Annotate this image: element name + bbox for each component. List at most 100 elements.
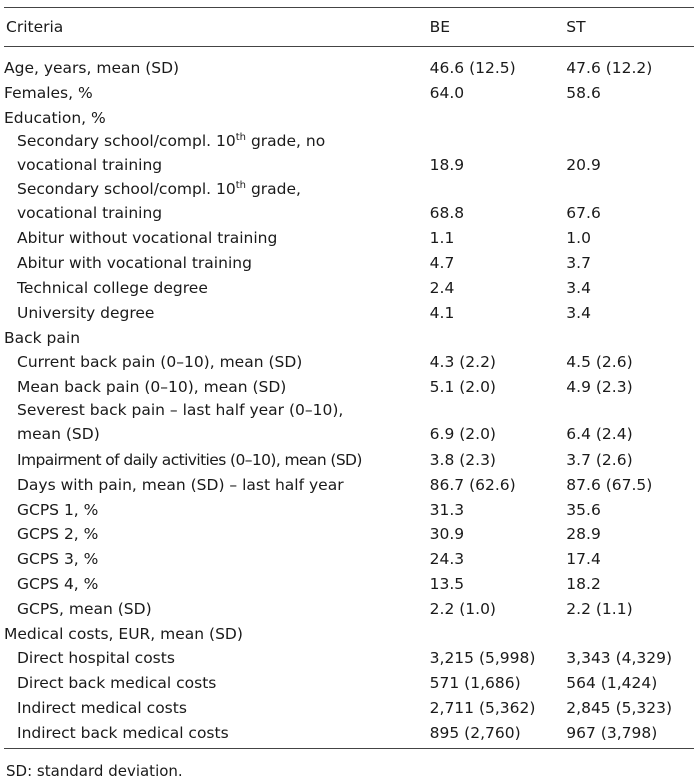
row-label: GCPS 2, % [17, 525, 99, 544]
label-line2: vocational training [17, 155, 163, 174]
section-label: Back pain [4, 328, 81, 347]
table-row: Abitur without vocational training 1.1 1… [4, 225, 694, 250]
be-value [430, 620, 567, 645]
label-superscript: th [235, 179, 247, 191]
table-row: Days with pain, mean (SD) – last half ye… [4, 471, 694, 496]
st-value: 2,845 (5,323) [566, 698, 673, 717]
table-row: Severest back pain – last half year (0–1… [4, 398, 694, 446]
table-row: Direct hospital costs 3,215 (5,998) 3,34… [4, 645, 694, 670]
row-label: Impairment of daily activities (0–10), m… [17, 450, 362, 469]
table-row: Abitur with vocational training 4.7 3.7 [4, 249, 694, 274]
be-value: 2.2 (1.0) [429, 599, 496, 618]
be-value: 3,215 (5,998) [429, 649, 536, 668]
row-label: Secondary school/compl. 10th grade, vocat… [4, 177, 430, 225]
be-value: 24.3 [429, 550, 465, 569]
row-label: Females, % [4, 83, 93, 102]
table-row: GCPS 3, % 24.3 17.4 [4, 545, 694, 570]
table-row: Direct back medical costs 571 (1,686) 56… [4, 669, 694, 694]
label-line1: Severest back pain – last half year (0–1… [17, 401, 344, 420]
st-value: 3.7 (2.6) [566, 450, 633, 469]
st-value: 3.4 [566, 278, 591, 297]
table-row: Secondary school/compl. 10th grade, vocat… [4, 177, 694, 225]
be-value: 2.4 [429, 278, 455, 297]
baseline-characteristics-table: Criteria BE ST Age, years, mean (SD) 46.… [4, 8, 694, 749]
table-row: Impairment of daily activities (0–10), m… [4, 446, 694, 471]
top-rule [4, 0, 694, 8]
st-value: 87.6 (67.5) [566, 475, 653, 494]
st-value [566, 620, 694, 645]
be-value: 2,711 (5,362) [429, 698, 536, 717]
table-row: Secondary school/compl. 10th grade, no vo… [4, 129, 694, 177]
be-value: 4.7 [429, 254, 455, 273]
label-line2: mean (SD) [17, 425, 100, 444]
table-row: University degree 4.1 3.4 [4, 299, 694, 324]
st-value: 3,343 (4,329) [566, 649, 673, 668]
be-value: 30.9 [429, 525, 465, 544]
row-label: Days with pain, mean (SD) – last half ye… [17, 475, 344, 494]
table-row: GCPS 1, % 31.3 35.6 [4, 496, 694, 521]
st-value: 28.9 [566, 525, 601, 544]
section-label: Medical costs, EUR, mean (SD) [4, 624, 243, 643]
be-value: 571 (1,686) [429, 674, 521, 693]
st-value: 967 (3,798) [566, 718, 694, 749]
row-label: Age, years, mean (SD) [4, 59, 180, 77]
row-label: GCPS 1, % [17, 500, 99, 519]
st-value: 35.6 [566, 500, 601, 519]
table-row: GCPS 4, % 13.5 18.2 [4, 570, 694, 595]
be-value: 6.9 (2.0) [429, 425, 496, 444]
st-value [566, 104, 694, 129]
row-label: Current back pain (0–10), mean (SD) [17, 353, 303, 372]
label-line1-post: grade, [246, 179, 301, 198]
table-footnote: SD: standard deviation. [6, 762, 183, 780]
header-row: Criteria BE ST [4, 8, 694, 47]
st-header: ST [566, 8, 694, 47]
row-label: Indirect medical costs [17, 698, 187, 717]
st-value: 17.4 [566, 550, 601, 569]
be-value: 5.1 (2.0) [429, 378, 496, 397]
row-label: GCPS 4, % [17, 574, 99, 593]
st-value: 20.9 [566, 155, 601, 174]
be-value: 86.7 (62.6) [429, 475, 516, 494]
row-label: GCPS, mean (SD) [17, 599, 152, 618]
st-value: 47.6 (12.2) [566, 59, 653, 77]
st-value: 4.9 (2.3) [566, 378, 633, 397]
be-value: 1.1 [429, 229, 455, 248]
st-value: 18.2 [566, 574, 601, 593]
criteria-header: Criteria [4, 8, 430, 47]
st-value: 4.5 (2.6) [566, 353, 633, 372]
label-line2: vocational training [17, 203, 163, 222]
st-value: 67.6 [566, 203, 601, 222]
row-label: Direct back medical costs [17, 674, 217, 693]
st-value: 6.4 (2.4) [566, 425, 633, 444]
label-line1-pre: Secondary school/compl. 10 [17, 179, 236, 198]
be-value: 46.6 (12.5) [429, 59, 516, 77]
row-label: Severest back pain – last half year (0–1… [4, 398, 430, 446]
label-line1-post: grade, no [246, 131, 326, 150]
row-label: Mean back pain (0–10), mean (SD) [17, 378, 287, 397]
be-value: 4.1 [429, 303, 455, 322]
row-label: Abitur without vocational training [17, 229, 278, 248]
be-value: 13.5 [429, 574, 465, 593]
table-row: Indirect medical costs 2,711 (5,362) 2,8… [4, 694, 694, 719]
st-value: 564 (1,424) [566, 674, 658, 693]
table-row: Age, years, mean (SD) 46.6 (12.5) 47.6 (… [4, 47, 694, 80]
be-value: 18.9 [429, 155, 465, 174]
section-row: Education, % [4, 104, 694, 129]
be-value: 3.8 (2.3) [429, 450, 496, 469]
section-label: Education, % [4, 108, 106, 127]
be-value: 64.0 [429, 83, 465, 102]
table-row: Technical college degree 2.4 3.4 [4, 274, 694, 299]
label-superscript: th [235, 131, 247, 143]
be-value [430, 324, 567, 349]
table-row: Indirect back medical costs 895 (2,760) … [4, 718, 694, 749]
be-value [430, 104, 567, 129]
st-value: 3.7 [566, 254, 591, 273]
be-value: 68.8 [429, 203, 465, 222]
table-row: Current back pain (0–10), mean (SD) 4.3 … [4, 349, 694, 374]
st-value: 2.2 (1.1) [566, 599, 633, 618]
row-label: University degree [17, 303, 155, 322]
be-value: 895 (2,760) [429, 718, 567, 749]
table-row: GCPS 2, % 30.9 28.9 [4, 521, 694, 546]
be-value: 31.3 [429, 500, 465, 519]
